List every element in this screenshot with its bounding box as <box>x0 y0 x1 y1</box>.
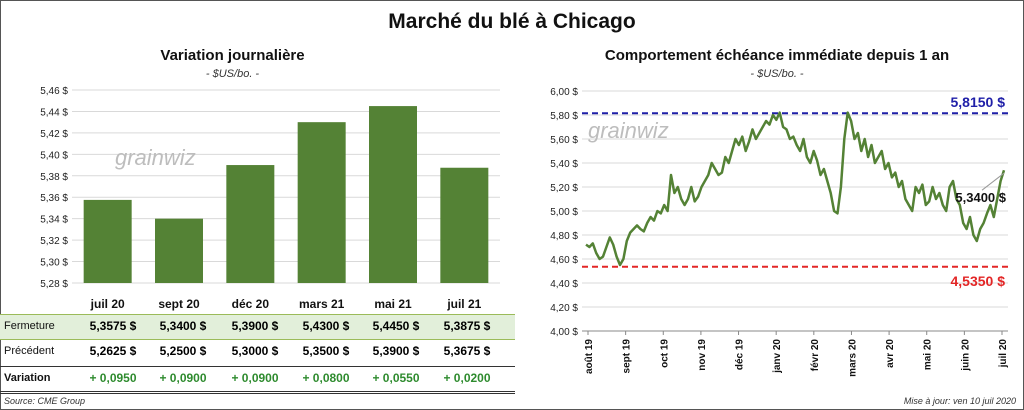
line-chart: 4,00 $ 4,20 $ 4,40 $ 4,60 $ 4,80 $ 5,00 $ 5,20… <box>550 87 1009 377</box>
bar <box>297 122 346 283</box>
table-cell: 5,3900 $ <box>372 344 420 358</box>
x-tick-label: juil 20 <box>998 339 1009 369</box>
x-tick-label: mars 21 <box>299 297 345 311</box>
bar <box>155 218 203 283</box>
row-label: Fermeture <box>4 320 55 332</box>
table-cell: 5,2625 $ <box>89 344 137 358</box>
y-tick-label: 6,00 $ <box>550 87 578 98</box>
y-tick-label: 5,40 $ <box>40 150 68 161</box>
y-tick-label: 4,40 $ <box>550 279 578 290</box>
bar <box>440 167 489 283</box>
y-tick-label: 5,46 $ <box>40 86 68 97</box>
y-tick-label: 4,00 $ <box>550 327 578 338</box>
high-value-label: 5,8150 $ <box>951 94 1006 110</box>
y-tick-label: 4,80 $ <box>550 231 578 242</box>
y-tick-label: 5,40 $ <box>550 159 578 170</box>
x-tick-label: oct 19 <box>659 339 670 368</box>
last-value-leader <box>981 172 1005 191</box>
table-cell: + 0,0900 <box>231 371 279 385</box>
x-tick-label: juin 20 <box>960 339 971 372</box>
x-tick-label: déc 20 <box>232 297 270 311</box>
last-value-label: 5,3400 $ <box>955 190 1006 205</box>
y-tick-label: 5,38 $ <box>40 172 68 183</box>
update-note: Mise à jour: ven 10 juil 2020 <box>903 396 1016 406</box>
table-row-close: Fermeture 5,3575 $ 5,3400 $ 5,3900 $ 5,4… <box>0 314 515 340</box>
table-cell: + 0,0950 <box>89 371 137 385</box>
x-tick-label: mars 20 <box>847 339 858 377</box>
y-tick-label: 5,44 $ <box>40 107 68 118</box>
x-tick-label: avr 20 <box>885 339 896 368</box>
y-tick-label: 5,28 $ <box>40 279 68 290</box>
y-tick-label: 5,20 $ <box>550 183 578 194</box>
x-tick-label: juil 20 <box>90 297 125 311</box>
x-tick-label: mai 20 <box>923 339 934 371</box>
bar-chart: 5,28 $ 5,30 $ 5,32 $ 5,34 $ 5,36 $ 5,38 $ 5,40… <box>40 86 500 311</box>
line-chart-title: Comportement échéance immédiate depuis 1… <box>604 47 950 64</box>
table-cell: 5,4450 $ <box>372 319 420 333</box>
bar-chart-unit: - $US/bo. - <box>205 68 260 80</box>
low-value-label: 4,5350 $ <box>951 273 1006 289</box>
table-row-change: Variation + 0,0950 + 0,0900 + 0,0900 + 0… <box>0 366 515 394</box>
x-tick-label: août 19 <box>584 339 595 374</box>
x-tick-label: sept 20 <box>158 297 200 311</box>
table-row-previous: Précédent 5,2625 $ 5,2500 $ 5,3000 $ 5,3… <box>0 340 515 364</box>
y-tick-label: 5,30 $ <box>40 258 68 269</box>
watermark-logo: grainwiz <box>115 145 196 170</box>
x-tick-label: sept 19 <box>622 339 633 374</box>
x-tick-label: nov 19 <box>697 339 708 371</box>
source-note: Source: CME Group <box>4 396 86 406</box>
table-cell: 5,2500 $ <box>159 344 207 358</box>
x-tick-label: févr 20 <box>810 339 821 372</box>
table-cell: 5,3500 $ <box>302 344 350 358</box>
x-tick-label: janv 20 <box>772 339 783 374</box>
watermark-logo: grainwiz <box>588 118 669 143</box>
table-cell: 5,3400 $ <box>159 319 207 333</box>
y-tick-label: 4,20 $ <box>550 303 578 314</box>
price-table: Fermeture 5,3575 $ 5,3400 $ 5,3900 $ 5,4… <box>0 314 515 394</box>
bar-chart-title: Variation journalière <box>160 47 305 64</box>
y-tick-label: 5,00 $ <box>550 207 578 218</box>
y-tick-label: 5,60 $ <box>550 135 578 146</box>
table-cell: 5,3675 $ <box>443 344 491 358</box>
x-tick-label: déc 19 <box>735 339 746 371</box>
table-cell: 5,3000 $ <box>231 344 279 358</box>
bar <box>83 199 132 283</box>
bar <box>226 165 275 283</box>
row-label: Variation <box>4 372 51 384</box>
y-tick-label: 5,32 $ <box>40 236 68 247</box>
table-cell: + 0,0550 <box>372 371 420 385</box>
table-cell: 5,4300 $ <box>302 319 350 333</box>
page-title: Marché du blé à Chicago <box>388 10 636 33</box>
y-tick-label: 5,42 $ <box>40 129 68 140</box>
y-tick-label: 5,36 $ <box>40 193 68 204</box>
table-cell: + 0,0200 <box>443 371 491 385</box>
row-label: Précédent <box>4 345 55 357</box>
y-tick-label: 5,80 $ <box>550 111 578 122</box>
x-tick-label: mai 21 <box>374 297 412 311</box>
table-cell: 5,3900 $ <box>231 319 279 333</box>
line-chart-unit: - $US/bo. - <box>750 68 804 80</box>
y-tick-label: 5,34 $ <box>40 215 68 226</box>
x-tick-label: juil 21 <box>446 297 481 311</box>
table-cell: + 0,0900 <box>159 371 207 385</box>
table-cell: 5,3575 $ <box>89 319 137 333</box>
y-tick-label: 4,60 $ <box>550 255 578 266</box>
bar <box>369 106 417 283</box>
price-series-line <box>585 111 1006 267</box>
table-cell: 5,3875 $ <box>443 319 491 333</box>
table-cell: + 0,0800 <box>302 371 350 385</box>
